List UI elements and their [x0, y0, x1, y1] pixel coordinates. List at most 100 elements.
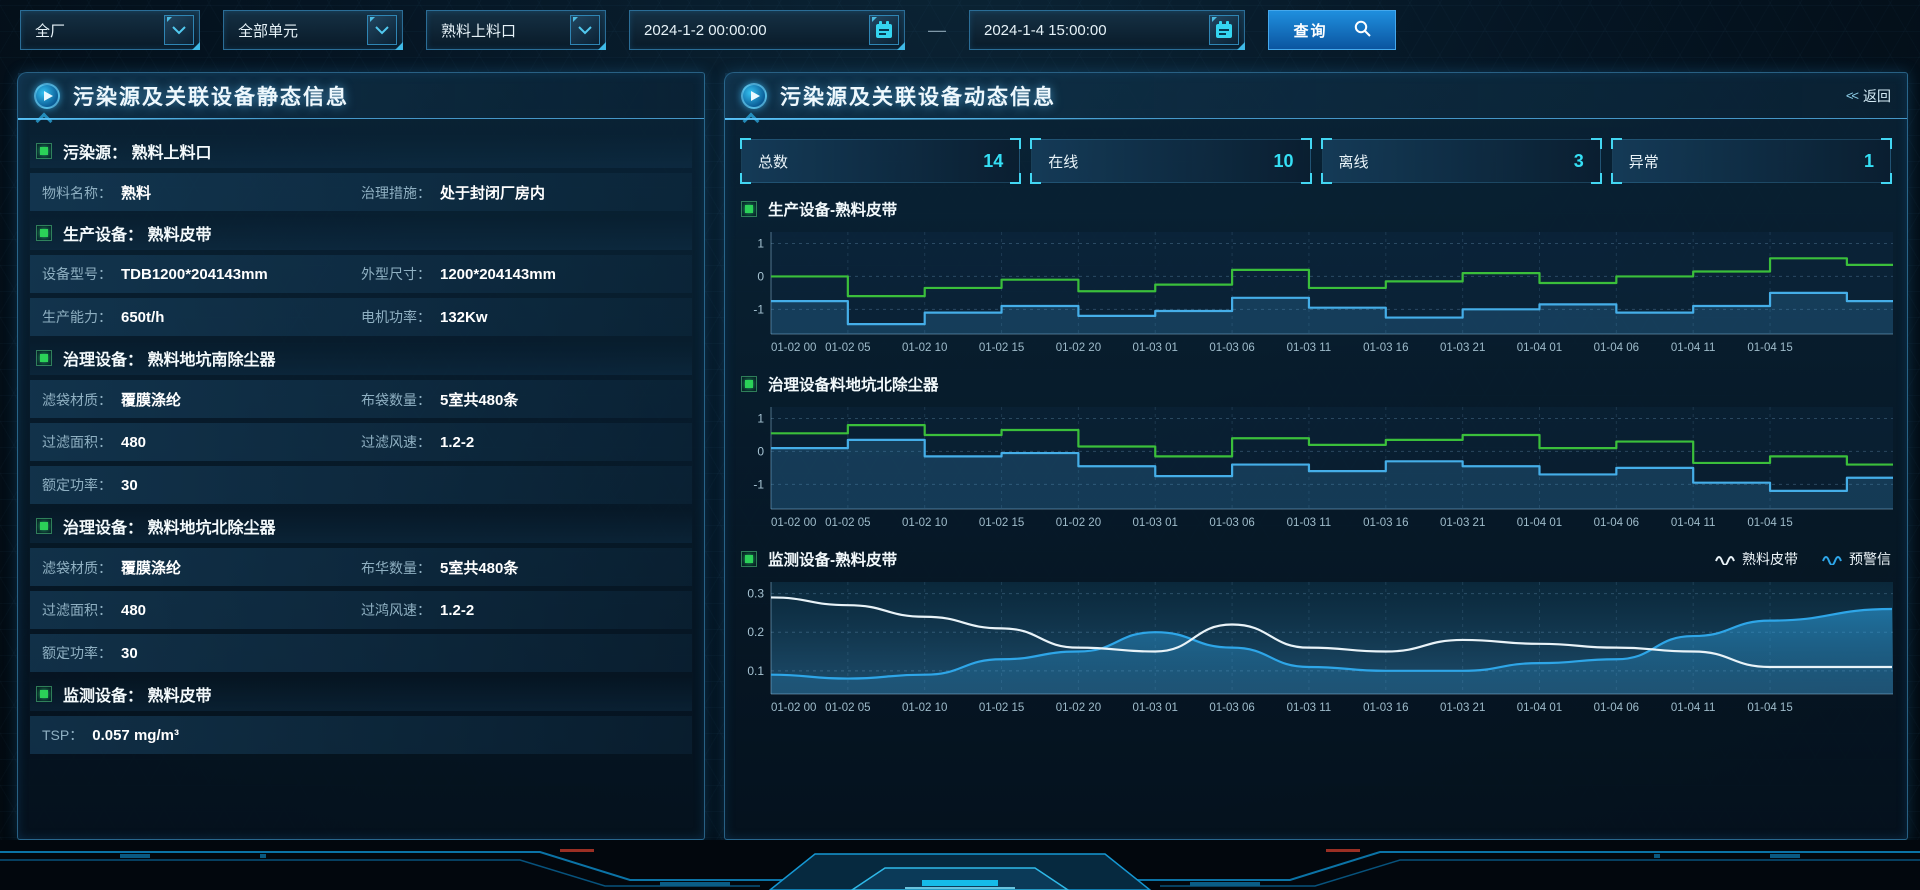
- field-value: 30: [121, 477, 138, 494]
- svg-text:01-02 15: 01-02 15: [979, 702, 1024, 714]
- static-info-panel: 污染源及关联设备静态信息 污染源： 熟料上料口 物料名称： 熟料 治理措施： 处于封闭厂…: [17, 72, 705, 840]
- field-label: 滤袋材质：: [42, 559, 112, 576]
- chart-block-production: 生产设备-熟料皮带 1 0 -1 01-02 00 01-02 05 01-02 10 01…: [741, 196, 1893, 358]
- green-square-bullet: [36, 686, 52, 702]
- svg-text:01-03 01: 01-03 01: [1133, 517, 1178, 529]
- device-stats-row: 总数 14 在线 10 离线 3 异常 1: [740, 138, 1892, 184]
- section-title: 监测设备： 熟料皮带: [30, 677, 692, 711]
- date-range-separator: —: [928, 19, 946, 40]
- stat-value: 14: [983, 150, 1004, 171]
- info-row: 滤袋材质： 覆膜涤纶 布袋数量： 5室共480条: [30, 380, 692, 418]
- field-label: TSP：: [42, 727, 84, 743]
- svg-text:0: 0: [757, 444, 764, 458]
- double-chevron-left-icon: <<: [1845, 88, 1859, 103]
- search-icon: [1354, 20, 1371, 41]
- field-value: 132Kw: [440, 309, 488, 326]
- svg-text:01-03 01: 01-03 01: [1133, 342, 1178, 354]
- calendar-icon[interactable]: [869, 15, 899, 45]
- svg-text:01-02 05: 01-02 05: [825, 702, 870, 714]
- chevron-down-icon[interactable]: [164, 15, 194, 45]
- chart-block-treatment: 治理设备料地坑北除尘器 1 0 -1 01-02 00 01-02 05 01-02 10…: [741, 371, 1893, 533]
- green-square-bullet: [741, 551, 757, 567]
- svg-text:01-02 20: 01-02 20: [1056, 517, 1101, 529]
- field-label: 外型尺寸：: [361, 266, 431, 282]
- unit-select-value: 全部单元: [238, 22, 299, 40]
- chart-legend: 熟料皮带 预警信: [1715, 549, 1891, 569]
- svg-text:01-04 11: 01-04 11: [1671, 702, 1716, 714]
- green-square-bullet: [36, 350, 52, 366]
- chart-title: 治理设备料地坑北除尘器: [768, 377, 939, 394]
- plant-select[interactable]: 全厂: [20, 10, 200, 50]
- stat-box-total: 总数 14: [740, 138, 1022, 184]
- svg-text:01-02 10: 01-02 10: [902, 517, 947, 529]
- svg-text:01-03 16: 01-03 16: [1363, 342, 1408, 354]
- plant-select-value: 全厂: [35, 22, 66, 40]
- legend-item[interactable]: 预警信: [1822, 549, 1891, 569]
- stat-box-offline: 离线 3: [1320, 138, 1602, 184]
- back-button[interactable]: << 返回: [1846, 86, 1891, 106]
- chevron-down-icon[interactable]: [570, 15, 600, 45]
- static-panel-title: 污染源及关联设备静态信息: [73, 85, 349, 109]
- svg-text:01-04 01: 01-04 01: [1517, 342, 1562, 354]
- date-to-input[interactable]: 2024-1-4 15:00:00: [969, 10, 1245, 50]
- field-label: 布华数量：: [361, 559, 431, 576]
- bottom-decoration: [0, 840, 1920, 890]
- back-button-label: 返回: [1863, 87, 1891, 104]
- svg-text:0.2: 0.2: [747, 625, 764, 639]
- svg-text:01-03 11: 01-03 11: [1287, 342, 1332, 354]
- field-label: 过滤风速：: [361, 434, 431, 450]
- svg-text:01-04 06: 01-04 06: [1594, 517, 1639, 529]
- field-label: 过滤面积：: [42, 602, 112, 618]
- legend-line-icon: [1822, 556, 1842, 565]
- query-button[interactable]: 查询: [1268, 10, 1396, 50]
- svg-text:01-02 10: 01-02 10: [902, 702, 947, 714]
- field-value: TDB1200*204143mm: [121, 266, 268, 283]
- legend-line-icon: [1715, 556, 1735, 565]
- query-button-label: 查询: [1293, 22, 1328, 40]
- point-select[interactable]: 熟料上料口: [426, 10, 606, 50]
- static-panel-header: 污染源及关联设备静态信息: [18, 73, 704, 120]
- date-from-input[interactable]: 2024-1-2 00:00:00: [629, 10, 905, 50]
- svg-text:01-04 11: 01-04 11: [1671, 342, 1716, 354]
- svg-text:01-02 00: 01-02 00: [771, 517, 816, 529]
- info-row: 滤袋材质： 覆膜涤纶 布华数量： 5室共480条: [30, 548, 692, 586]
- green-square-bullet: [741, 201, 757, 217]
- stat-value: 3: [1573, 150, 1584, 171]
- svg-text:01-03 06: 01-03 06: [1209, 517, 1254, 529]
- unit-select[interactable]: 全部单元: [223, 10, 403, 50]
- stat-box-abnormal: 异常 1: [1610, 138, 1892, 184]
- dynamic-panel-title: 污染源及关联设备动态信息: [780, 85, 1056, 109]
- info-row: 过滤面积： 480 过鸿风速： 1.2-2: [30, 591, 692, 629]
- svg-text:01-03 16: 01-03 16: [1363, 702, 1408, 714]
- field-value: 480: [121, 434, 147, 451]
- point-select-value: 熟料上料口: [441, 22, 517, 40]
- stat-label: 在线: [1048, 153, 1079, 171]
- field-value: 处于封闭厂房内: [440, 184, 546, 202]
- chart-title: 生产设备-熟料皮带: [768, 202, 898, 219]
- info-row: 生产能力： 650t/h 电机功率： 132Kw: [30, 298, 692, 336]
- date-from-value: 2024-1-2 00:00:00: [644, 21, 767, 39]
- svg-text:0: 0: [757, 269, 764, 283]
- svg-text:01-03 06: 01-03 06: [1209, 702, 1254, 714]
- field-value: 1200*204143mm: [440, 266, 556, 283]
- svg-text:01-04 06: 01-04 06: [1594, 702, 1639, 714]
- svg-text:1: 1: [757, 237, 764, 251]
- field-value: 650t/h: [121, 309, 165, 326]
- svg-text:01-02 05: 01-02 05: [825, 342, 870, 354]
- field-value: 覆膜涤纶: [121, 559, 182, 577]
- info-row: 过滤面积： 480 过滤风速： 1.2-2: [30, 423, 692, 461]
- chart-block-monitor: 监测设备-熟料皮带 熟料皮带 预警信 0.3 0.2 0.1 01-02 00 01-0…: [741, 546, 1893, 718]
- svg-text:01-03 16: 01-03 16: [1363, 517, 1408, 529]
- field-value: 0.057 mg/m³: [92, 727, 179, 744]
- chevron-down-icon[interactable]: [367, 15, 397, 45]
- green-square-bullet: [36, 143, 52, 159]
- section-title: 生产设备： 熟料皮带: [30, 216, 692, 250]
- dynamic-info-panel: 污染源及关联设备动态信息 << 返回 总数 14 在线 10 离线 3 异常 1: [724, 72, 1908, 840]
- calendar-icon[interactable]: [1209, 15, 1239, 45]
- stat-value: 1: [1863, 150, 1874, 171]
- field-value: 5室共480条: [440, 391, 519, 409]
- svg-text:01-03 11: 01-03 11: [1287, 517, 1332, 529]
- legend-item[interactable]: 熟料皮带: [1715, 549, 1798, 569]
- section-title: 治理设备： 熟料地坑南除尘器: [30, 341, 692, 375]
- info-row: TSP： 0.057 mg/m³: [30, 716, 692, 754]
